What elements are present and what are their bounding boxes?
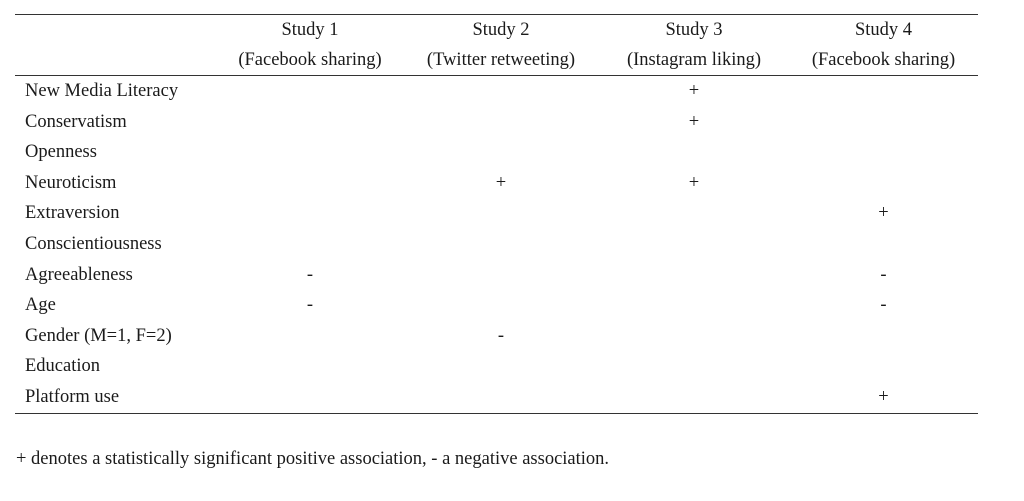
column-subtitle: (Twitter retweeting) xyxy=(403,45,599,76)
header-corner xyxy=(15,45,217,76)
header-corner xyxy=(15,14,217,45)
association-cell xyxy=(217,381,403,414)
association-cell: - xyxy=(880,295,887,316)
association-cell xyxy=(403,137,599,168)
association-cell xyxy=(217,137,403,168)
table-header: Study 1 Study 2 Study 3 Study 4 (Faceboo… xyxy=(15,14,978,76)
association-cell xyxy=(599,290,789,321)
association-cell xyxy=(789,107,978,138)
association-cell: - xyxy=(880,264,887,285)
table-body: New Media Literacy + Conservatism + Openness… xyxy=(15,76,978,414)
row-label: New Media Literacy xyxy=(25,81,179,101)
association-cell xyxy=(599,321,789,352)
row-label: Openness xyxy=(25,142,97,163)
association-cell xyxy=(789,76,978,107)
association-cell xyxy=(403,260,599,291)
row-label: Neuroticism xyxy=(25,172,117,193)
association-cell xyxy=(599,137,789,168)
association-cell xyxy=(403,107,599,138)
association-cell xyxy=(403,76,599,107)
association-cell xyxy=(403,229,599,260)
row-label: Platform use xyxy=(15,381,217,414)
association-cell xyxy=(403,198,599,229)
association-cell: + xyxy=(789,381,978,414)
row-label: Extraversion xyxy=(25,203,120,224)
association-cell xyxy=(217,321,403,352)
association-cell xyxy=(789,168,978,199)
column-title: Study 4 xyxy=(789,14,978,45)
row-label: Conservatism xyxy=(25,111,127,132)
association-cell xyxy=(217,107,403,138)
association-cell xyxy=(789,229,978,260)
association-cell xyxy=(217,198,403,229)
association-cell xyxy=(403,290,599,321)
association-cell xyxy=(403,351,599,382)
table-row: Conscientiousness xyxy=(15,229,978,260)
header-row-subtitles: (Facebook sharing) (Twitter retweeting) … xyxy=(15,45,978,76)
column-subtitle: (Facebook sharing) xyxy=(217,45,403,76)
column-subtitle: (Instagram liking) xyxy=(599,45,789,76)
association-cell: + xyxy=(878,203,889,224)
association-cell xyxy=(599,260,789,291)
table-row: Gender (M=1, F=2) - xyxy=(15,321,978,352)
association-cell xyxy=(217,229,403,260)
association-cell: + xyxy=(688,172,700,193)
row-label: Age xyxy=(25,295,56,316)
table-row: Education xyxy=(15,351,978,382)
association-cell: + xyxy=(495,172,507,193)
results-table-container: Study 1 Study 2 Study 3 Study 4 (Faceboo… xyxy=(15,14,978,414)
table-row: Platform use + xyxy=(15,381,978,414)
association-cell: + xyxy=(688,81,700,101)
association-cell: - xyxy=(497,325,505,346)
table-row: New Media Literacy + xyxy=(15,76,978,107)
table-row: Conservatism + xyxy=(15,107,978,138)
association-cell xyxy=(789,321,978,352)
table-row: Neuroticism + + xyxy=(15,168,978,199)
table-row: Age - - xyxy=(15,290,978,321)
association-cell xyxy=(217,76,403,107)
row-label: Education xyxy=(25,356,101,377)
association-cell: + xyxy=(688,111,700,132)
table-row: Agreeableness - - xyxy=(15,260,978,291)
column-title: Study 3 xyxy=(599,14,789,45)
column-title: Study 1 xyxy=(217,14,403,45)
association-cell xyxy=(403,381,599,414)
association-cell xyxy=(789,351,978,382)
results-table: Study 1 Study 2 Study 3 Study 4 (Faceboo… xyxy=(15,14,978,414)
column-title: Study 2 xyxy=(403,14,599,45)
association-cell xyxy=(217,168,403,199)
association-cell xyxy=(599,198,789,229)
association-cell xyxy=(599,229,789,260)
association-cell xyxy=(789,137,978,168)
association-cell: - xyxy=(306,295,314,316)
row-label: Gender (M=1, F=2) xyxy=(25,325,172,346)
association-cell xyxy=(599,351,789,382)
row-label: Agreeableness xyxy=(25,264,133,285)
association-cell: - xyxy=(306,264,314,285)
column-subtitle: (Facebook sharing) xyxy=(789,45,978,76)
table-footnote: + denotes a statistically significant po… xyxy=(16,449,610,469)
row-label: Conscientiousness xyxy=(25,233,162,254)
association-cell xyxy=(599,381,789,414)
table-row: Extraversion + xyxy=(15,198,978,229)
association-cell xyxy=(217,351,403,382)
table-row: Openness xyxy=(15,137,978,168)
header-row-titles: Study 1 Study 2 Study 3 Study 4 xyxy=(15,14,978,45)
